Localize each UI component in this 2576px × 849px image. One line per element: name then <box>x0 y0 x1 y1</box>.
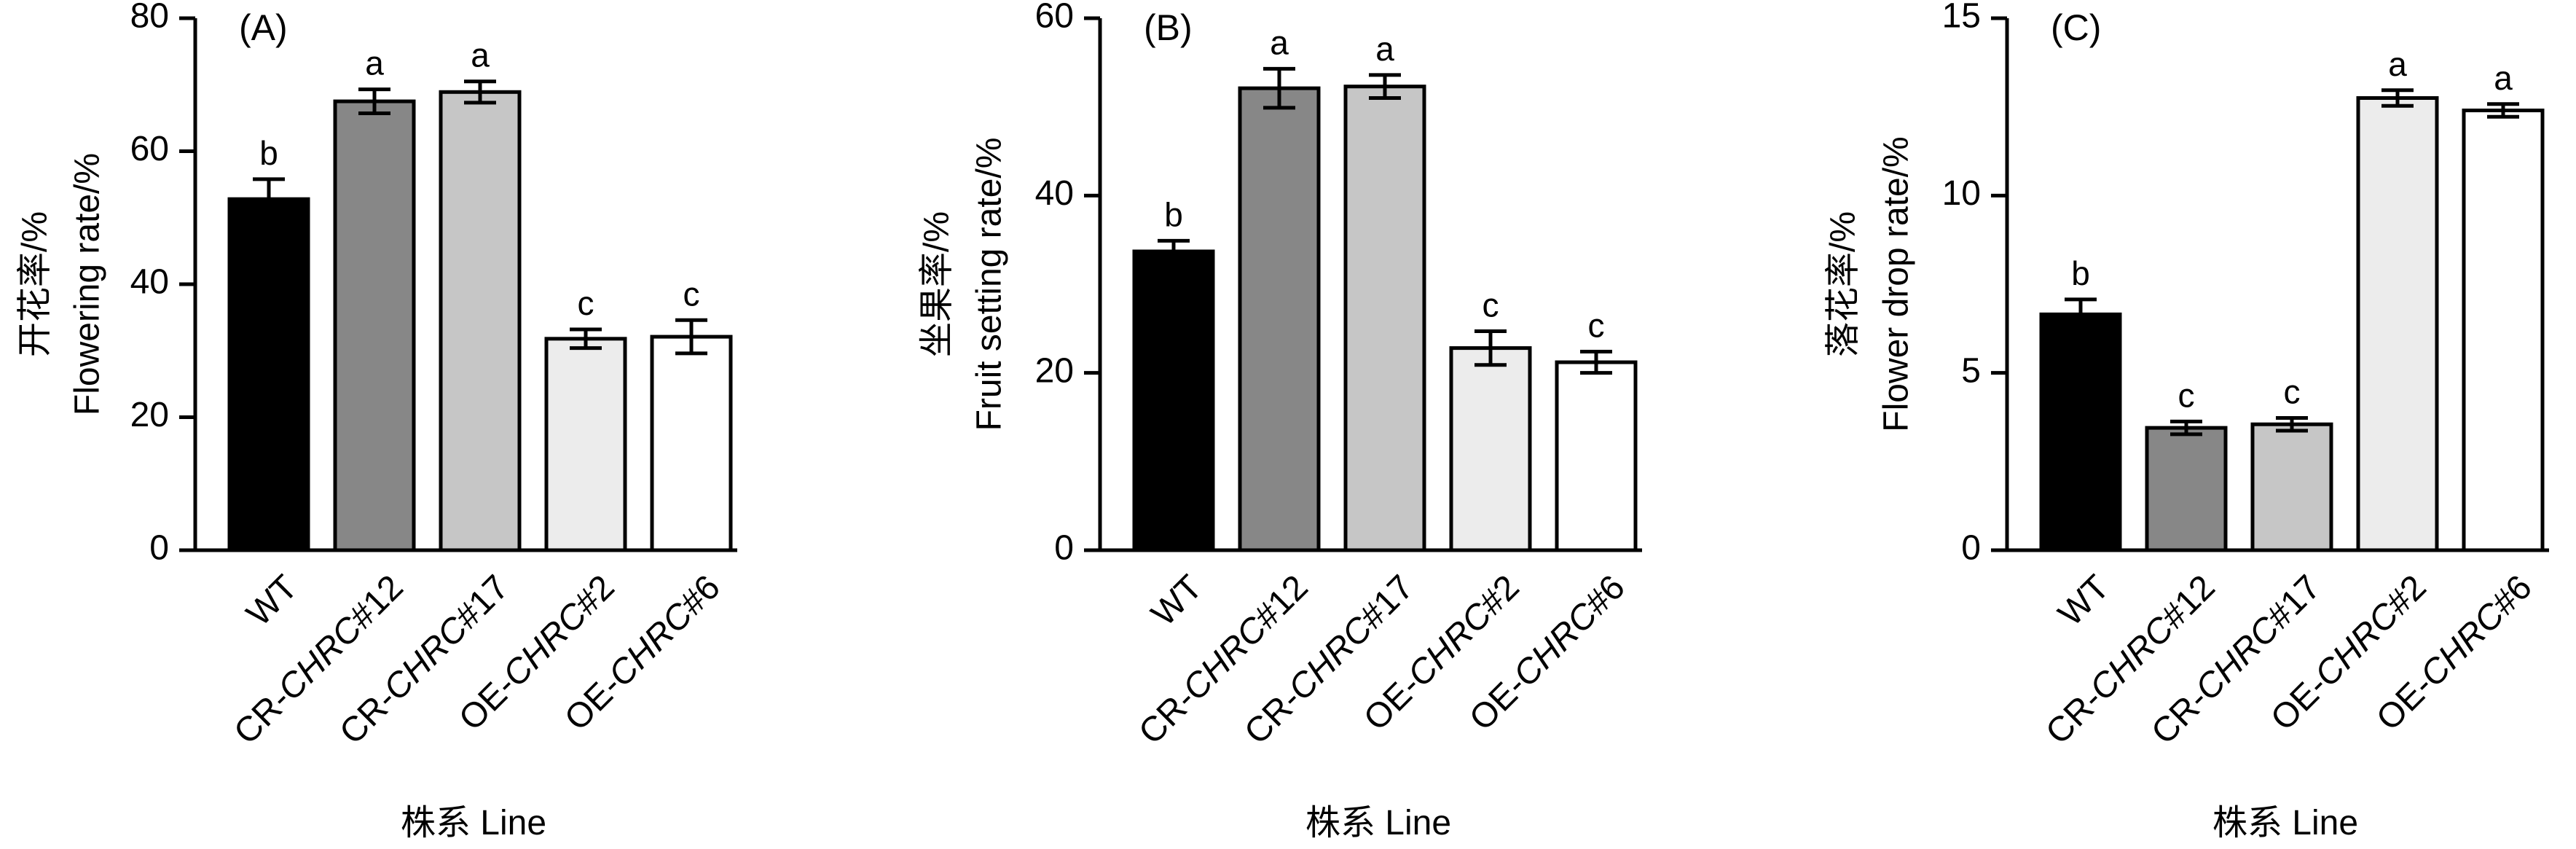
significance-letter-2: a <box>1270 23 1289 61</box>
bar-3 <box>2250 422 2333 552</box>
x-tick-label-1: WT <box>2051 568 2116 633</box>
bar-4 <box>1449 346 1532 552</box>
x-tick-label-1: WT <box>239 568 305 633</box>
significance-letter-5: c <box>683 275 700 313</box>
y-tick-label: 0 <box>1961 529 1981 568</box>
y-axis-label-cn: 落花率/% <box>1824 211 1863 357</box>
y-tick-label: 0 <box>149 529 169 568</box>
bar-4 <box>544 337 627 552</box>
chart-panel-2: bWTaCR-CHRC#12aCR-CHRC#17cOE-CHRC#2cOE-C… <box>918 0 1642 842</box>
y-tick-label: 15 <box>1942 0 1981 36</box>
bar-2 <box>333 99 416 552</box>
error-bar-3 <box>464 79 496 105</box>
significance-letter-3: a <box>1375 30 1394 68</box>
significance-letter-3: a <box>471 36 490 74</box>
error-bar-4 <box>570 327 602 351</box>
panel-label: (A) <box>239 7 288 48</box>
error-bar-2 <box>358 87 390 115</box>
error-bar-3 <box>2276 415 2308 433</box>
y-tick-label: 20 <box>130 396 169 434</box>
error-bar-2 <box>1263 66 1295 110</box>
bar-1 <box>227 197 310 552</box>
significance-letter-2: c <box>2178 376 2195 414</box>
chart-panel-1: bWTaCR-CHRC#12aCR-CHRC#17cOE-CHRC#2cOE-C… <box>16 0 737 842</box>
error-bar-4 <box>1474 329 1507 367</box>
y-tick-label: 40 <box>130 263 169 302</box>
error-bar-3 <box>1369 73 1401 100</box>
y-tick-label: 80 <box>130 0 169 36</box>
x-tick-label-1: WT <box>1144 568 1209 633</box>
bar-2 <box>2145 426 2228 552</box>
y-tick-label: 60 <box>130 130 169 168</box>
significance-letter-1: b <box>259 134 278 172</box>
error-bar-1 <box>1158 238 1190 265</box>
significance-letter-1: b <box>1164 195 1183 233</box>
y-axis-label-en: Flower drop rate/% <box>1877 136 1916 432</box>
y-tick-label: 10 <box>1942 174 1981 213</box>
bar-5 <box>1555 360 1638 552</box>
bar-1 <box>2039 312 2122 552</box>
significance-letter-4: a <box>2388 45 2407 83</box>
bar-5 <box>650 334 733 552</box>
error-bar-4 <box>2381 88 2414 108</box>
y-tick-label: 0 <box>1054 529 1074 568</box>
bar-3 <box>439 90 522 552</box>
y-axis-label-en: Flowering rate/% <box>68 153 107 415</box>
bar-1 <box>1132 249 1215 552</box>
y-axis-label-cn: 开花率/% <box>16 211 55 357</box>
bar-2 <box>1238 86 1321 552</box>
chart-panel-3: bWTcCR-CHRC#12cCR-CHRC#17aOE-CHRC#2aOE-C… <box>1824 0 2549 842</box>
error-bar-1 <box>2065 297 2097 332</box>
y-tick-label: 40 <box>1035 174 1074 213</box>
y-axis-label-en: Fruit setting rate/% <box>970 138 1009 431</box>
y-axis-label-cn: 坐果率/% <box>918 211 957 357</box>
bar-5 <box>2462 109 2545 552</box>
error-bar-5 <box>675 318 707 356</box>
x-axis-label: 株系 Line <box>2212 804 2358 842</box>
significance-letter-3: c <box>2284 372 2301 410</box>
x-axis-label: 株系 Line <box>401 804 546 842</box>
error-bar-1 <box>253 177 285 222</box>
error-bar-2 <box>2170 419 2202 437</box>
y-tick-label: 5 <box>1961 351 1981 390</box>
significance-letter-1: b <box>2071 254 2090 292</box>
y-tick-label: 60 <box>1035 0 1074 36</box>
significance-letter-4: c <box>1483 286 1499 324</box>
significance-letter-2: a <box>365 44 384 82</box>
bar-3 <box>1343 85 1426 552</box>
panel-label: (C) <box>2051 7 2101 48</box>
bar-4 <box>2356 96 2439 552</box>
significance-letter-5: a <box>2494 59 2513 97</box>
error-bar-5 <box>1580 349 1612 375</box>
significance-letter-4: c <box>578 284 594 322</box>
y-tick-label: 20 <box>1035 351 1074 390</box>
x-axis-label: 株系 Line <box>1305 804 1451 842</box>
significance-letter-5: c <box>1588 306 1605 344</box>
error-bar-5 <box>2487 102 2519 119</box>
panel-label: (B) <box>1144 7 1193 48</box>
